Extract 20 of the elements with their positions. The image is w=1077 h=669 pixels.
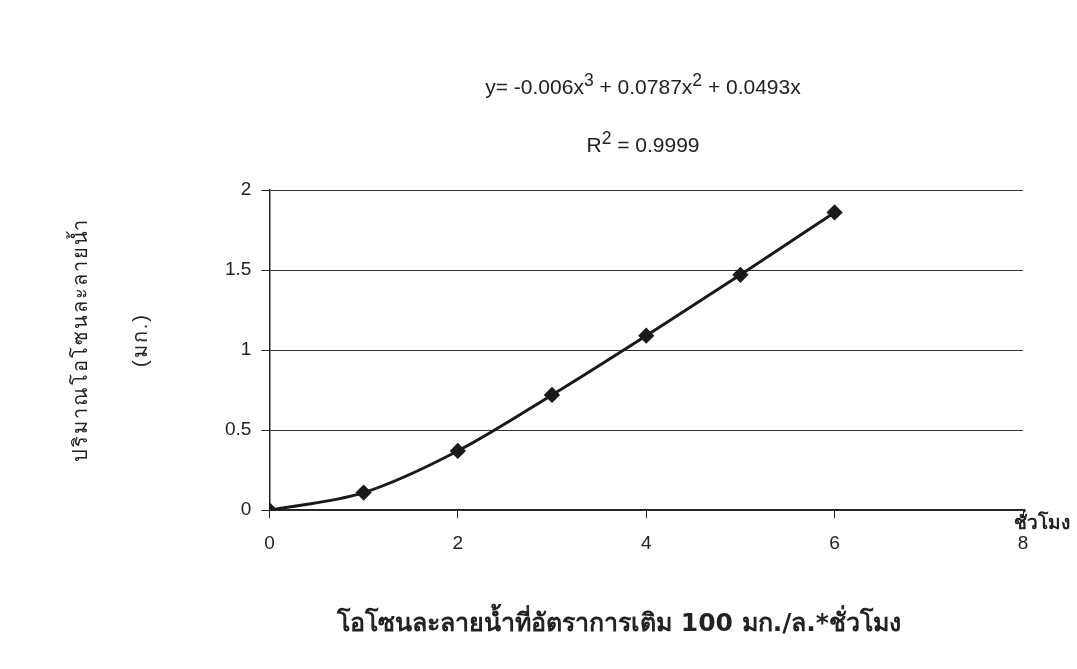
y-tick-label: 2 <box>240 178 252 200</box>
point <box>450 443 466 459</box>
x-tick-label: 8 <box>1017 531 1029 553</box>
y-tick-label: 0.5 <box>224 418 252 440</box>
y-tick-label: 1 <box>240 338 252 360</box>
x-tick-label: 2 <box>452 531 464 553</box>
text: y= -0.006x$^{3}$ + 0.0787x$^{2}$ + 0.0493x <box>484 70 802 99</box>
x-tick-label: 6 <box>829 531 840 553</box>
y-tick-label: 1.5 <box>224 258 252 280</box>
text: โอโซนละลายน้ำที่อัตราการเติม 100 มก./ล.*ชั่วโมง <box>336 602 901 637</box>
point <box>732 267 748 283</box>
x-axis-title: ชั่วโมง <box>1014 509 1070 534</box>
point <box>827 204 843 220</box>
text: R$^{2}$ = 0.9999 <box>585 128 701 157</box>
x-tick-label: 0 <box>264 531 275 553</box>
point <box>638 328 654 344</box>
point <box>544 387 560 403</box>
point <box>356 485 372 501</box>
y-tick-label: 0 <box>240 498 252 520</box>
x-tick-label: 4 <box>640 531 652 553</box>
